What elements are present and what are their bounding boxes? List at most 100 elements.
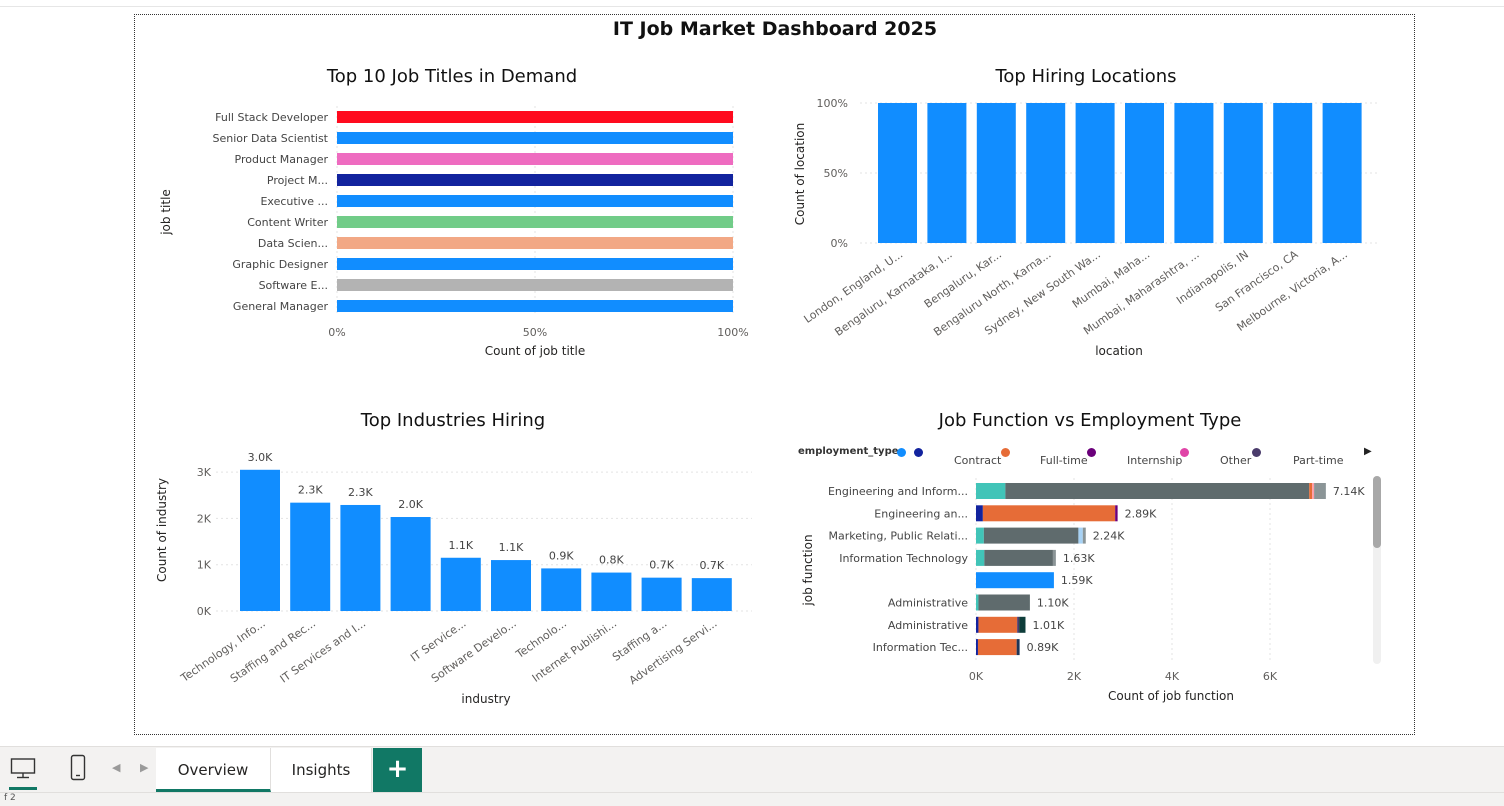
x-tick-label: 50% bbox=[523, 326, 547, 339]
legend-item-internship[interactable]: Internship bbox=[1127, 454, 1183, 467]
mobile-view-icon[interactable] bbox=[70, 754, 86, 786]
tab-overview[interactable]: Overview bbox=[156, 748, 271, 792]
y-tick-label: Senior Data Scientist bbox=[212, 132, 328, 145]
job-function-scrollbar[interactable] bbox=[1373, 476, 1381, 664]
y-tick-label: 1K bbox=[197, 559, 212, 572]
bar-segment bbox=[1115, 505, 1118, 522]
x-tick-label: 100% bbox=[717, 326, 748, 339]
bar bbox=[337, 111, 733, 123]
legend-item-part-time[interactable]: Part-time bbox=[1293, 454, 1344, 467]
bar-segment bbox=[1312, 483, 1315, 499]
bar-segment bbox=[976, 483, 1006, 499]
bar-segment bbox=[976, 527, 984, 544]
tab-insights[interactable]: Insights bbox=[271, 748, 372, 792]
x-axis-title: location bbox=[1095, 344, 1143, 358]
y-tick-label: Project M... bbox=[267, 174, 328, 187]
bar bbox=[337, 153, 733, 165]
x-tick-label: 0K bbox=[969, 670, 984, 683]
bar bbox=[1075, 103, 1115, 243]
legend-item-contract[interactable]: Contract bbox=[954, 454, 1002, 467]
bar bbox=[337, 195, 733, 207]
data-label: 0.7K bbox=[649, 559, 674, 572]
bar-segment bbox=[976, 616, 979, 633]
legend-item-full-time[interactable]: Full-time bbox=[1040, 454, 1088, 467]
bar bbox=[976, 103, 1016, 243]
bar-segment bbox=[982, 505, 1116, 522]
bar bbox=[541, 568, 582, 611]
bar-segment bbox=[1005, 483, 1310, 499]
y-axis-title: job title bbox=[159, 189, 173, 236]
visual-title-job-titles: Top 10 Job Titles in Demand bbox=[326, 66, 578, 87]
legend-next-arrow-icon[interactable]: ▶ bbox=[1364, 446, 1372, 457]
bar-segment bbox=[978, 616, 1018, 633]
page-indicator: f 2 bbox=[4, 793, 16, 803]
bar bbox=[1273, 103, 1313, 243]
bar bbox=[337, 216, 733, 228]
bar-segment bbox=[976, 549, 985, 566]
legend-dot bbox=[1087, 448, 1096, 457]
prev-page-arrow-icon[interactable]: ◀ bbox=[112, 761, 121, 774]
bar-segment bbox=[1314, 483, 1326, 499]
legend-dot bbox=[897, 448, 906, 457]
y-tick-label: Content Writer bbox=[247, 216, 328, 229]
data-label: 2.3K bbox=[348, 486, 373, 499]
data-label: 1.01K bbox=[1032, 619, 1064, 632]
bar-segment bbox=[977, 639, 1017, 656]
x-axis-title: Count of job function bbox=[1108, 689, 1234, 703]
bar bbox=[641, 577, 682, 611]
legend-item-other[interactable]: Other bbox=[1220, 454, 1252, 467]
bar bbox=[337, 300, 733, 312]
legend-dot bbox=[1252, 448, 1261, 457]
x-tick-label: 0% bbox=[328, 326, 345, 339]
bar-segment bbox=[976, 639, 978, 656]
visual-title-industries: Top Industries Hiring bbox=[360, 410, 546, 431]
bar bbox=[1026, 103, 1066, 243]
data-label: 1.1K bbox=[448, 539, 473, 552]
x-axis-title: industry bbox=[461, 692, 510, 706]
bar bbox=[340, 504, 381, 611]
y-tick-label: 3K bbox=[197, 466, 212, 479]
x-tick-label: 6K bbox=[1263, 670, 1278, 683]
desktop-view-icon[interactable] bbox=[10, 757, 36, 785]
add-page-button[interactable]: + bbox=[373, 748, 422, 792]
y-tick-label: Engineering an... bbox=[874, 507, 968, 520]
bar bbox=[927, 103, 967, 243]
bar-segment bbox=[1082, 527, 1086, 544]
next-page-arrow-icon[interactable]: ▶ bbox=[140, 761, 149, 774]
y-tick-label: Data Scien... bbox=[258, 237, 328, 250]
bar-segment bbox=[978, 594, 1030, 611]
bar bbox=[390, 517, 431, 611]
bar-segment bbox=[1052, 549, 1056, 566]
data-label: 1.63K bbox=[1063, 552, 1095, 565]
data-label: 3.0K bbox=[248, 451, 273, 464]
bar bbox=[337, 132, 733, 144]
employment-type-legend[interactable]: employment_type Contract Full-time Inter… bbox=[798, 445, 1378, 471]
scrollbar-thumb[interactable] bbox=[1373, 476, 1381, 548]
y-tick-label: Engineering and Inform... bbox=[828, 485, 968, 498]
bar-segment bbox=[976, 505, 983, 522]
data-label: 0.7K bbox=[699, 559, 724, 572]
bar bbox=[591, 572, 632, 611]
bar bbox=[290, 502, 331, 611]
data-label: 1.10K bbox=[1037, 597, 1069, 610]
desktop-view-indicator bbox=[9, 787, 37, 790]
y-axis-title: job function bbox=[801, 534, 815, 606]
legend-dot bbox=[1180, 448, 1189, 457]
bar-segment bbox=[1017, 616, 1020, 633]
y-tick-label: Administrative bbox=[888, 619, 968, 632]
bar bbox=[878, 103, 917, 243]
bar bbox=[1223, 103, 1263, 243]
y-tick-label: 50% bbox=[824, 167, 848, 180]
bar bbox=[691, 578, 732, 611]
legend-dot bbox=[1001, 448, 1010, 457]
bar bbox=[1174, 103, 1214, 243]
y-tick-label: Information Tec... bbox=[873, 641, 968, 654]
bar bbox=[337, 237, 733, 249]
y-tick-label: General Manager bbox=[233, 300, 329, 313]
data-label: 0.8K bbox=[599, 554, 624, 567]
y-tick-label: Executive ... bbox=[260, 195, 328, 208]
